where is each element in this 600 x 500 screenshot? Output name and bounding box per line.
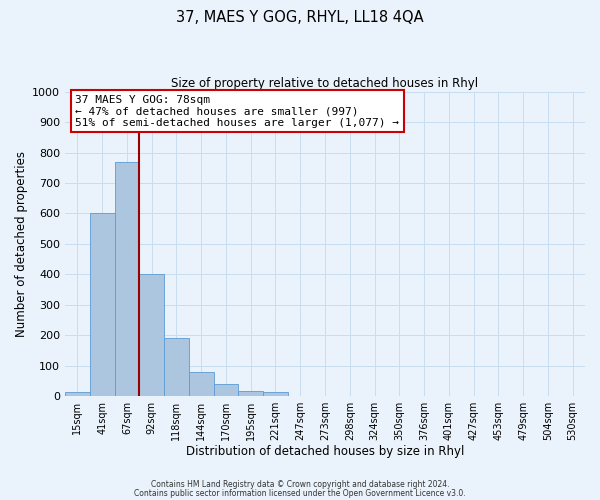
- Y-axis label: Number of detached properties: Number of detached properties: [15, 151, 28, 337]
- Text: 37 MAES Y GOG: 78sqm
← 47% of detached houses are smaller (997)
51% of semi-deta: 37 MAES Y GOG: 78sqm ← 47% of detached h…: [76, 94, 400, 128]
- X-axis label: Distribution of detached houses by size in Rhyl: Distribution of detached houses by size …: [186, 444, 464, 458]
- Bar: [164, 338, 189, 396]
- Text: 37, MAES Y GOG, RHYL, LL18 4QA: 37, MAES Y GOG, RHYL, LL18 4QA: [176, 10, 424, 25]
- Bar: [115, 162, 139, 396]
- Text: Contains public sector information licensed under the Open Government Licence v3: Contains public sector information licen…: [134, 488, 466, 498]
- Bar: [65, 392, 90, 396]
- Bar: [189, 372, 214, 396]
- Bar: [214, 384, 238, 396]
- Bar: [139, 274, 164, 396]
- Bar: [263, 392, 288, 396]
- Bar: [238, 390, 263, 396]
- Bar: [90, 214, 115, 396]
- Text: Contains HM Land Registry data © Crown copyright and database right 2024.: Contains HM Land Registry data © Crown c…: [151, 480, 449, 489]
- Title: Size of property relative to detached houses in Rhyl: Size of property relative to detached ho…: [172, 78, 479, 90]
